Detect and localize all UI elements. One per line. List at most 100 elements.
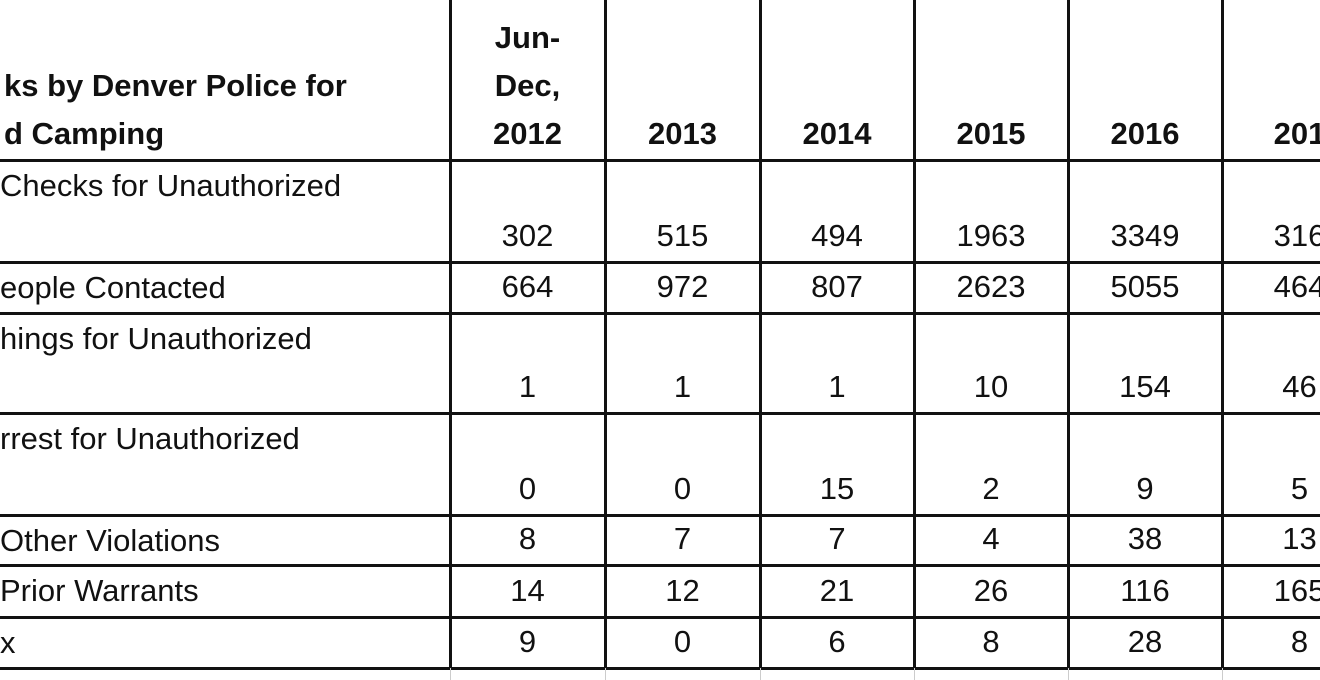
cell-value: 4 <box>918 515 1064 565</box>
cell-line: 494 <box>811 218 863 253</box>
cell-value: 1 <box>609 313 756 413</box>
cell-line: 15 <box>819 471 855 506</box>
grid-line <box>1221 668 1223 680</box>
row-label: rrest for Unauthorized <box>0 413 446 515</box>
cell-line: 13 <box>1282 521 1317 556</box>
cell-line: 302 <box>501 218 554 253</box>
cell-line: 116 <box>1120 573 1170 608</box>
cell-line: 9 <box>1136 471 1154 506</box>
cell-value: 2 <box>918 413 1064 515</box>
cell-line: 165 <box>1273 573 1320 608</box>
row-label: Other Violations <box>0 515 446 565</box>
cell-line: 2015 <box>956 116 1026 151</box>
cell-line: 1 <box>828 369 846 404</box>
grid-line <box>0 666 1320 670</box>
cell-line: 8 <box>518 521 537 556</box>
grid-line <box>0 411 1320 415</box>
cell-line: 201 <box>1273 116 1320 151</box>
cell-line: d Camping <box>4 116 165 151</box>
cell-value: 972 <box>609 262 756 313</box>
grid-line <box>1067 668 1069 680</box>
cell-line: 807 <box>811 269 863 304</box>
cell-value: 515 <box>609 160 756 262</box>
cell-line: rrest for Unauthorized <box>0 421 300 456</box>
cell-line: 28 <box>1127 624 1163 659</box>
cell-value: 3349 <box>1072 160 1218 262</box>
header-cell: 2015 <box>918 0 1064 160</box>
cell-value: 302 <box>454 160 601 262</box>
cell-line: 5055 <box>1110 269 1180 304</box>
header-cell: 2013 <box>609 0 756 160</box>
cell-line: 8 <box>982 624 1000 659</box>
grid-line <box>1220 0 1224 668</box>
cell-line: 154 <box>1119 369 1171 404</box>
cell-value: 38 <box>1072 515 1218 565</box>
cell-line: Dec, <box>494 68 561 103</box>
cell-value: 9 <box>454 617 601 668</box>
cell-line: 2014 <box>802 116 872 151</box>
cell-value: 5055 <box>1072 262 1218 313</box>
cell-value: 9 <box>1072 413 1218 515</box>
cell-line: 2013 <box>648 116 717 151</box>
cell-value: 15 <box>764 413 910 515</box>
cell-value: 8 <box>918 617 1064 668</box>
cell-value: 807 <box>764 262 910 313</box>
cell-line: 10 <box>973 369 1009 404</box>
cell-line: eople Contacted <box>0 270 226 305</box>
cell-value: 46 <box>1226 313 1320 413</box>
cell-value: 2623 <box>918 262 1064 313</box>
header-cell: 2014 <box>764 0 910 160</box>
grid-line <box>912 0 916 668</box>
cell-line: 664 <box>501 269 554 304</box>
cell-line: 0 <box>518 471 537 506</box>
cell-value: 28 <box>1072 617 1218 668</box>
cell-line: 21 <box>819 573 855 608</box>
cell-line: 14 <box>510 573 545 608</box>
cell-value: 26 <box>918 565 1064 617</box>
cell-value: 0 <box>454 413 601 515</box>
grid-line <box>913 668 915 680</box>
cell-value: 7 <box>764 515 910 565</box>
cell-line: 515 <box>656 218 709 253</box>
cell-line: Other Violations <box>0 523 220 558</box>
cell-value: 316 <box>1226 160 1320 262</box>
cell-line: 26 <box>973 573 1009 608</box>
header-cell: ks by Denver Police for d Camping <box>4 0 446 160</box>
cell-value: 8 <box>454 515 601 565</box>
cell-line: x <box>0 625 16 660</box>
cell-value: 6 <box>764 617 910 668</box>
header-cell: Jun- Dec, 2012 <box>454 0 601 160</box>
grid-line <box>0 158 1320 162</box>
cell-line: 972 <box>656 269 709 304</box>
grid-line <box>604 668 606 680</box>
grid-line <box>0 513 1320 517</box>
cell-line: 1963 <box>956 218 1026 253</box>
cell-line: 8 <box>1290 624 1309 659</box>
row-label: hings for Unauthorized <box>0 313 446 413</box>
cell-line: 316 <box>1273 218 1320 253</box>
cell-line: 2016 <box>1110 116 1180 151</box>
cell-line: 9 <box>518 624 537 659</box>
grid-line <box>0 260 1320 264</box>
cell-line: hings for Unauthorized <box>0 321 312 356</box>
grid-line <box>759 668 761 680</box>
cell-value: 12 <box>609 565 756 617</box>
cell-value: 154 <box>1072 313 1218 413</box>
cell-value: 1 <box>454 313 601 413</box>
cell-value: 0 <box>609 617 756 668</box>
row-label: Checks for Unauthorized <box>0 160 446 262</box>
cell-line: 7 <box>828 521 846 556</box>
header-cell: 2016 <box>1072 0 1218 160</box>
grid-line <box>448 0 452 668</box>
row-label: Prior Warrants <box>0 565 446 617</box>
cell-line: 0 <box>673 624 692 659</box>
cell-line: 4 <box>982 521 1000 556</box>
cell-value: 165 <box>1226 565 1320 617</box>
cell-line: 1 <box>673 369 692 404</box>
cell-line: 38 <box>1127 521 1163 556</box>
cell-line: 5 <box>1290 471 1309 506</box>
cell-line: Checks for Unauthorized <box>0 168 342 203</box>
cell-value: 664 <box>454 262 601 313</box>
cell-line: ks by Denver Police for <box>4 68 347 103</box>
